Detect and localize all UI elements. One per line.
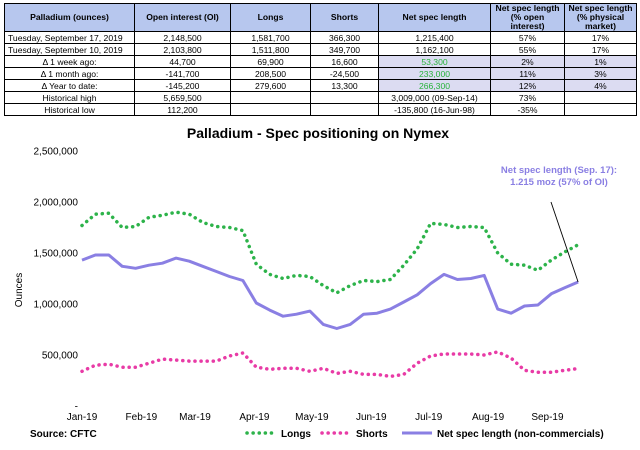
y-tick-label: 2,000,000 — [34, 198, 79, 209]
cell-longs: 279,600 — [230, 79, 311, 92]
x-tick-label: Sep-19 — [531, 412, 564, 423]
cell-oi: 2,148,500 — [134, 31, 231, 44]
x-tick-label: Apr-19 — [239, 412, 269, 423]
row-label: Tuesday, September 10, 2019 — [4, 43, 135, 56]
cell-longs: 208,500 — [230, 67, 311, 80]
annotation-pointer — [550, 201, 579, 283]
series-line-longs — [80, 210, 580, 295]
header-shorts: Shorts — [310, 3, 379, 32]
header-longs: Longs — [230, 3, 311, 32]
cell-shorts: -24,500 — [310, 67, 379, 80]
x-tick-label: Mar-19 — [179, 412, 211, 423]
cell-pct-phys: 3% — [564, 67, 637, 80]
cell-net: 266,300 — [378, 79, 491, 92]
spec-positioning-chart: Palladium - Spec positioning on Nymex Ou… — [14, 125, 617, 440]
x-tick-label: Aug-19 — [472, 412, 505, 423]
cell-pct-oi: 55% — [490, 43, 565, 56]
header-net-spec: Net spec length — [378, 3, 491, 32]
cell-oi: 2,103,800 — [134, 43, 231, 56]
header-palladium: Palladium (ounces) — [4, 3, 135, 32]
x-tick-label: Jul-19 — [415, 412, 443, 423]
cell-pct-oi: 57% — [490, 31, 565, 44]
y-tick-label: 1,000,000 — [34, 300, 79, 311]
cell-pct-phys — [564, 103, 637, 116]
cell-longs: 1,581,700 — [230, 31, 311, 44]
cell-pct-oi: 11% — [490, 67, 565, 80]
cell-net: 233,000 — [378, 67, 491, 80]
cell-pct-phys: 17% — [564, 43, 637, 56]
cell-pct-oi: 12% — [490, 79, 565, 92]
header-pct-physical: Net spec length (% physical market) — [564, 3, 637, 32]
series-line-shorts — [80, 350, 580, 379]
y-tick-label: - — [75, 402, 78, 413]
cell-net: -135,800 (16-Jun-98) — [378, 103, 491, 116]
table-header-row: Palladium (ounces) Open interest (OI) Lo… — [4, 3, 637, 32]
positioning-table: Palladium (ounces) Open interest (OI) Lo… — [4, 3, 637, 116]
cell-oi: -145,200 — [134, 79, 231, 92]
cell-shorts: 366,300 — [310, 31, 379, 44]
table-row: Tuesday, September 10, 2019 2,103,800 1,… — [4, 43, 637, 56]
chart-title: Palladium - Spec positioning on Nymex — [187, 125, 449, 141]
x-axis: Jan-19 Feb-19 Mar-19 Apr-19 May-19 Jun-19 Jul-… — [67, 412, 564, 423]
y-tick-label: 2,500,000 — [34, 147, 79, 158]
y-tick-label: 1,500,000 — [34, 249, 79, 260]
series-group — [80, 210, 580, 379]
cell-oi: 44,700 — [134, 55, 231, 68]
cell-net: 1,215,400 — [378, 31, 491, 44]
cell-pct-oi: 2% — [490, 55, 565, 68]
cell-longs: 69,900 — [230, 55, 311, 68]
row-label: Tuesday, September 17, 2019 — [4, 31, 135, 44]
table-row: Δ 1 week ago: 44,700 69,900 16,600 53,30… — [4, 55, 637, 68]
y-axis-label: Ounces — [14, 273, 25, 307]
cell-net: 3,009,000 (09-Sep-14) — [378, 91, 491, 104]
cell-shorts — [310, 91, 379, 104]
cell-net: 1,162,100 — [378, 43, 491, 56]
x-tick-label: Jun-19 — [356, 412, 387, 423]
row-label: Historical low — [4, 103, 135, 116]
cell-pct-phys: 1% — [564, 55, 637, 68]
cell-pct-phys: 4% — [564, 79, 637, 92]
y-tick-label: 500,000 — [42, 351, 79, 362]
row-label: Historical high — [4, 91, 135, 104]
row-label: Δ 1 week ago: — [4, 55, 135, 68]
cell-oi: 5,659,500 — [134, 91, 231, 104]
series-line-net-spec — [81, 253, 579, 330]
row-label: Δ 1 month ago: — [4, 67, 135, 80]
legend-label-net: Net spec length (non-commercials) — [437, 429, 604, 440]
cell-pct-phys — [564, 91, 637, 104]
cell-pct-oi: 73% — [490, 91, 565, 104]
y-axis: - 500,000 1,000,000 1,500,000 2,000,000 2,500… — [34, 147, 79, 413]
source-note: Source: CFTC — [30, 429, 97, 440]
table-row: Historical low 112,200 -135,800 (16-Jun-… — [4, 103, 637, 116]
table-row: Δ 1 month ago: -141,700 208,500 -24,500 … — [4, 67, 637, 80]
cell-net: 53,300 — [378, 55, 491, 68]
cell-longs: 1,511,800 — [230, 43, 311, 56]
legend-label-longs: Longs — [281, 429, 311, 440]
x-tick-label: May-19 — [295, 412, 329, 423]
cell-shorts: 16,600 — [310, 55, 379, 68]
x-tick-label: Jan-19 — [67, 412, 98, 423]
annotation-line-1: Net spec length (Sep. 17): — [501, 165, 617, 176]
cell-oi: 112,200 — [134, 103, 231, 116]
cell-shorts: 349,700 — [310, 43, 379, 56]
annotation-line-2: 1.215 moz (57% of OI) — [510, 177, 608, 188]
x-tick-label: Feb-19 — [126, 412, 158, 423]
legend-label-shorts: Shorts — [356, 429, 388, 440]
table-row: Δ Year to date: -145,200 279,600 13,300 … — [4, 79, 637, 92]
table-row: Historical high 5,659,500 3,009,000 (09-… — [4, 91, 637, 104]
cell-pct-oi: -35% — [490, 103, 565, 116]
cell-oi: -141,700 — [134, 67, 231, 80]
cell-longs — [230, 103, 311, 116]
header-open-interest: Open interest (OI) — [134, 3, 231, 32]
cell-longs — [230, 91, 311, 104]
cell-pct-phys: 17% — [564, 31, 637, 44]
header-pct-oi: Net spec length (% open interest) — [490, 3, 565, 32]
legend: Longs Shorts Net spec length (non-commer… — [245, 429, 604, 440]
row-label: Δ Year to date: — [4, 79, 135, 92]
cell-shorts — [310, 103, 379, 116]
cell-shorts: 13,300 — [310, 79, 379, 92]
table-row: Tuesday, September 17, 2019 2,148,500 1,… — [4, 31, 637, 44]
